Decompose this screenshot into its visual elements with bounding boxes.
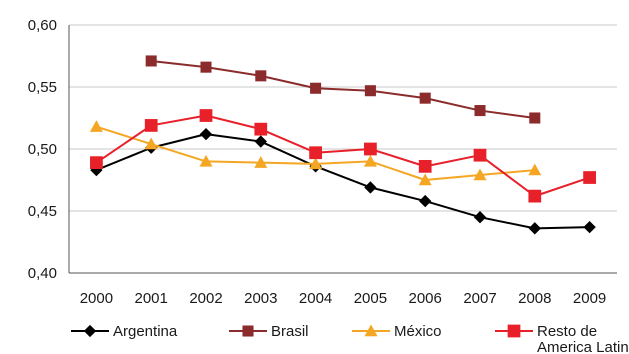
y-tick-label: 0,50 [28, 141, 57, 158]
data-point [364, 85, 376, 97]
data-point [528, 189, 542, 203]
series-line-argentina [96, 133, 590, 230]
x-tick-label: 2009 [573, 290, 606, 307]
gridlines [69, 24, 617, 212]
legend-item-argentina: Argentina [71, 323, 178, 340]
data-point [255, 70, 267, 82]
legend-label: Resto de [537, 323, 597, 340]
data-point [145, 55, 157, 67]
data-point [419, 92, 431, 104]
data-point [419, 194, 432, 208]
data-point [89, 120, 103, 132]
series-lines [89, 55, 596, 235]
x-tick-label: 2003 [244, 290, 277, 307]
data-point [363, 154, 377, 167]
series-line-brasil [151, 59, 535, 119]
series-resto-de-america-latina [90, 109, 596, 203]
legend-label: México [394, 323, 442, 340]
y-tick-labels: 0,40 0,45 0,50 0,55 0,60 [28, 17, 57, 282]
legend-marker [364, 324, 378, 337]
data-point [473, 211, 487, 224]
data-point [364, 181, 377, 194]
legend-marker [507, 324, 521, 338]
data-point [199, 154, 213, 167]
data-point [364, 142, 377, 156]
data-point [473, 168, 487, 181]
data-point [144, 119, 158, 132]
x-tick-label: 2000 [80, 290, 113, 307]
series-mexico [89, 120, 542, 186]
data-point [309, 157, 323, 170]
series-line-resto-de-america-latina [95, 114, 590, 198]
data-point [90, 163, 103, 177]
data-point [254, 135, 267, 148]
data-point [254, 156, 268, 168]
data-point [309, 146, 322, 160]
data-point [529, 112, 541, 124]
legend-label: Argentina [113, 323, 178, 340]
y-tick-label: 0,60 [28, 17, 57, 34]
axes [68, 25, 617, 274]
legend-label: Brasil [271, 323, 309, 340]
legend-marker [83, 324, 97, 338]
x-tick-label: 2008 [518, 290, 551, 307]
data-point [144, 137, 158, 150]
x-tick-label: 2005 [354, 290, 387, 307]
data-point [418, 159, 432, 173]
y-tick-label: 0,40 [28, 265, 57, 282]
series-argentina [90, 127, 596, 235]
y-tick-label: 0,45 [28, 203, 57, 220]
data-point [254, 122, 268, 136]
data-point [310, 82, 322, 94]
data-point [583, 171, 596, 184]
legend-item-mexico: México [352, 323, 442, 340]
data-point [583, 220, 596, 234]
data-point [199, 109, 213, 122]
data-point [474, 105, 486, 117]
x-tick-label: 2002 [189, 290, 222, 307]
data-point [200, 61, 212, 73]
data-point [528, 163, 542, 176]
data-point [473, 148, 487, 162]
legend-marker [242, 325, 254, 337]
x-tick-label: 2007 [463, 290, 496, 307]
series-brasil [145, 55, 541, 124]
x-tick-label: 2001 [135, 290, 168, 307]
y-tick-label: 0,55 [28, 79, 57, 96]
data-point [199, 127, 213, 141]
data-point [528, 222, 541, 235]
x-tick-labels: 2000 2001 2002 2003 2004 2005 2006 2007 2008 2009 [80, 290, 607, 307]
legend-label: America Latina [537, 339, 629, 354]
data-point [418, 173, 432, 186]
x-tick-label: 2006 [409, 290, 442, 307]
legend-item-brasil: Brasil [229, 323, 309, 340]
data-point [90, 156, 103, 170]
x-tick-label: 2004 [299, 290, 332, 307]
